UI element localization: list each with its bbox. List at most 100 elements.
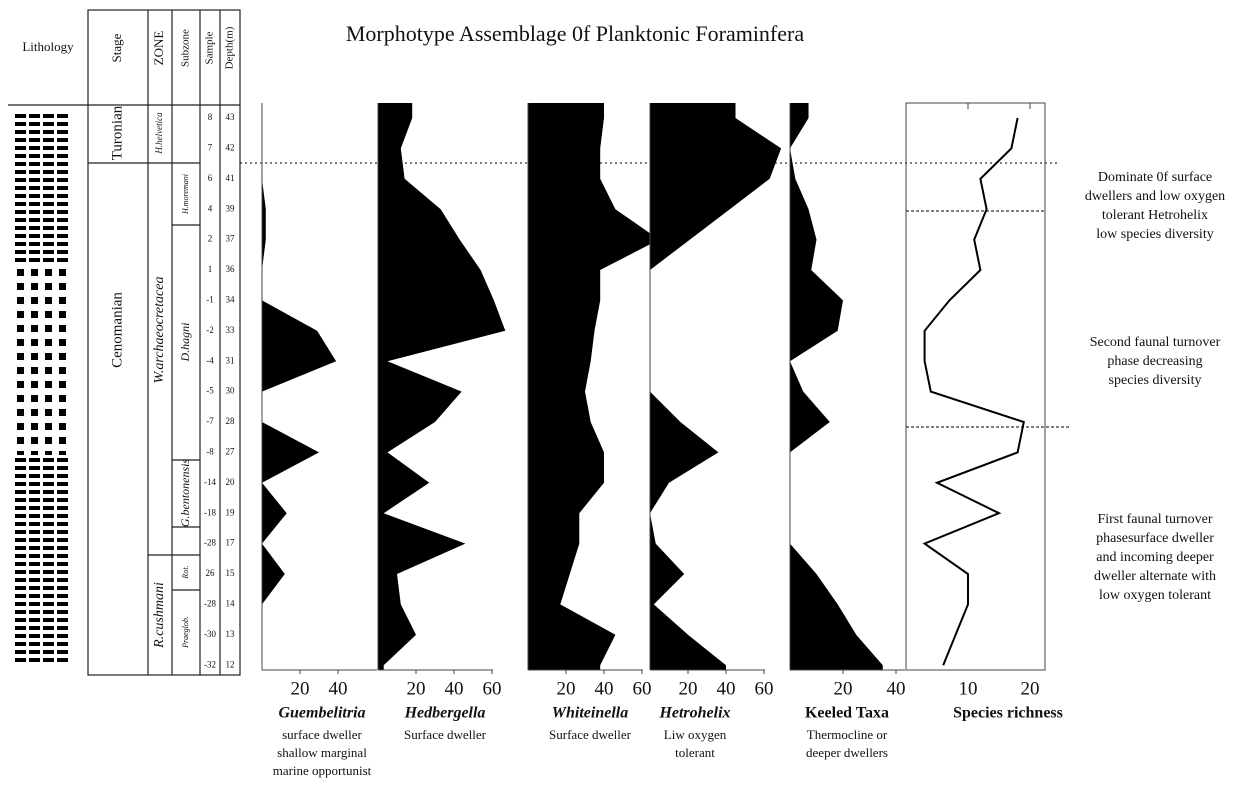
panel-name: Whiteinella bbox=[552, 705, 628, 722]
sample-label: -28 bbox=[204, 598, 216, 608]
depth-label: 31 bbox=[226, 355, 235, 365]
annotation: Dominate 0f surface bbox=[1098, 170, 1212, 185]
depth-label: 12 bbox=[226, 659, 235, 669]
sample-label: 26 bbox=[206, 568, 216, 578]
panel-name: Species richness bbox=[953, 705, 1063, 722]
panel-description: Surface dweller bbox=[404, 727, 487, 742]
column-header: Stage bbox=[109, 33, 124, 62]
area-profile bbox=[790, 103, 883, 670]
annotation: Second faunal turnover bbox=[1090, 335, 1221, 350]
x-tick-label: 20 bbox=[834, 678, 853, 699]
title: Morphotype Assemblage 0f Planktonic Fora… bbox=[346, 21, 804, 46]
panel-description: marine opportunist bbox=[273, 763, 372, 778]
sample-label: 4 bbox=[208, 203, 213, 213]
sample-label: -4 bbox=[206, 355, 214, 365]
annotation: dwellers and low oxygen bbox=[1085, 189, 1225, 204]
annotation: phasesurface dweller bbox=[1096, 531, 1214, 546]
depth-label: 37 bbox=[226, 234, 236, 244]
x-tick-label: 20 bbox=[407, 678, 426, 699]
panel-name: Keeled Taxa bbox=[805, 705, 889, 722]
depth-label: 19 bbox=[226, 507, 236, 517]
annotation: low species diversity bbox=[1096, 227, 1213, 242]
column-header: Subzone bbox=[180, 29, 192, 67]
panel-description: Surface dweller bbox=[549, 727, 632, 742]
panel-name: Guembelitria bbox=[278, 705, 365, 722]
annotation: species diversity bbox=[1109, 373, 1202, 388]
subzone-label: Praeglob. bbox=[181, 616, 190, 649]
column-header: ZONE bbox=[151, 31, 166, 66]
x-tick-label: 40 bbox=[717, 678, 736, 699]
depth-label: 17 bbox=[226, 538, 236, 548]
area-profile bbox=[378, 103, 506, 670]
sample-label: 8 bbox=[208, 112, 213, 122]
x-tick-label: 20 bbox=[291, 678, 310, 699]
panel-description: tolerant bbox=[675, 745, 715, 760]
depth-label: 13 bbox=[226, 629, 236, 639]
annotation: First faunal turnover bbox=[1097, 512, 1212, 527]
depth-label: 28 bbox=[226, 416, 236, 426]
sample-label: -1 bbox=[206, 294, 214, 304]
stage-label: Cenomanian bbox=[109, 292, 125, 368]
depth-label: 14 bbox=[226, 598, 236, 608]
x-tick-label: 40 bbox=[445, 678, 464, 699]
column-header: Depth(m) bbox=[224, 26, 236, 69]
zone-label: R.cushmani bbox=[152, 582, 167, 649]
depth-label: 15 bbox=[226, 568, 236, 578]
sample-label: 7 bbox=[208, 142, 213, 152]
subzone-label: Rot. bbox=[181, 565, 190, 579]
x-tick-label: 40 bbox=[595, 678, 614, 699]
area-profile bbox=[528, 103, 660, 670]
depth-label: 42 bbox=[226, 142, 235, 152]
depth-label: 33 bbox=[226, 325, 236, 335]
stage-label: Turonian bbox=[109, 105, 125, 160]
panel-name: Hetrohelix bbox=[658, 705, 730, 722]
depth-label: 27 bbox=[226, 446, 236, 456]
x-tick-label: 20 bbox=[557, 678, 576, 699]
sample-label: -18 bbox=[204, 507, 216, 517]
annotation: low oxygen tolerant bbox=[1099, 588, 1211, 603]
annotation: phase decreasing bbox=[1107, 354, 1202, 369]
sample-label: -28 bbox=[204, 538, 216, 548]
richness-line bbox=[922, 117, 1025, 666]
column-header: Lithology bbox=[22, 39, 74, 54]
zone-label: W.archaeocretacea bbox=[152, 277, 167, 384]
x-tick-label: 40 bbox=[887, 678, 906, 699]
panel-description: deeper dwellers bbox=[806, 745, 888, 760]
x-tick-label: 60 bbox=[755, 678, 774, 699]
annotation: dweller alternate with bbox=[1094, 569, 1216, 584]
panel-frame bbox=[905, 102, 1046, 671]
depth-label: 30 bbox=[226, 386, 236, 396]
sample-label: -32 bbox=[204, 659, 216, 669]
sample-label: -30 bbox=[204, 629, 216, 639]
depth-label: 36 bbox=[226, 264, 236, 274]
x-tick-label: 60 bbox=[633, 678, 652, 699]
annotation: tolerant Hetrohelix bbox=[1102, 208, 1208, 223]
column-header: Sample bbox=[204, 31, 216, 64]
zone-label: H.helvetica bbox=[154, 112, 164, 155]
area-profile bbox=[262, 103, 337, 670]
sample-label: -2 bbox=[206, 325, 214, 335]
sample-label: -8 bbox=[206, 446, 214, 456]
panel-description: shallow marginal bbox=[277, 745, 367, 760]
x-tick-label: 10 bbox=[959, 678, 978, 699]
sample-label: -5 bbox=[206, 386, 214, 396]
sample-label: 1 bbox=[208, 264, 213, 274]
panel-description: surface dweller bbox=[282, 727, 362, 742]
depth-label: 39 bbox=[226, 203, 236, 213]
area-profile bbox=[650, 103, 782, 670]
lithology-column bbox=[12, 110, 70, 665]
x-tick-label: 20 bbox=[1021, 678, 1040, 699]
panel-description: Thermocline or bbox=[807, 727, 888, 742]
panel-name: Hedbergella bbox=[404, 705, 486, 722]
strat-frame bbox=[8, 9, 241, 676]
subzone-label: G.bentonensis bbox=[178, 459, 192, 528]
subzone-label: H.moremani bbox=[181, 174, 190, 215]
panel-description: Liw oxygen bbox=[664, 727, 727, 742]
sample-label: 6 bbox=[208, 173, 213, 183]
x-tick-label: 20 bbox=[679, 678, 698, 699]
subzone-label: D.hagni bbox=[178, 323, 192, 363]
depth-label: 41 bbox=[226, 173, 235, 183]
annotation: and incoming deeper bbox=[1096, 550, 1214, 565]
depth-label: 43 bbox=[226, 112, 236, 122]
